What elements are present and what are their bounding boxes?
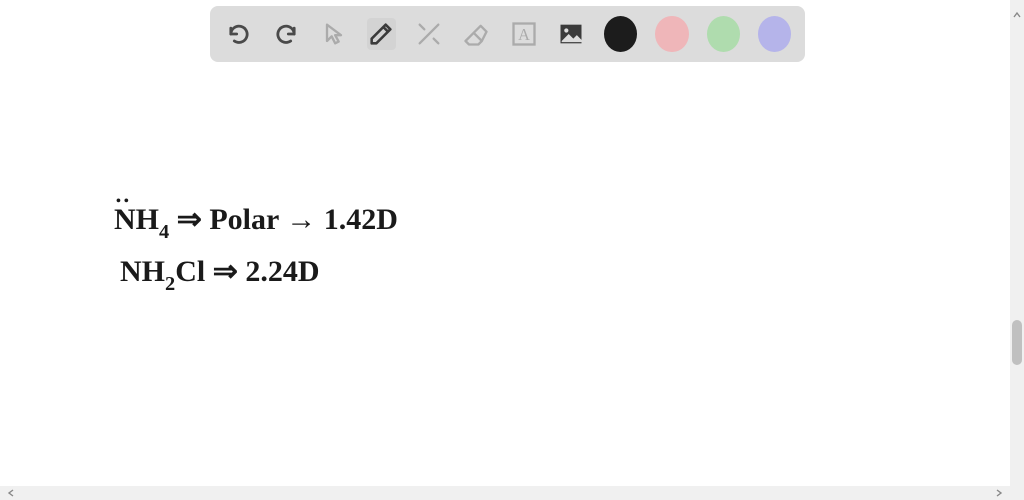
drawing-toolbar: A bbox=[210, 6, 805, 62]
undo-button[interactable] bbox=[224, 18, 254, 50]
scroll-right-arrow-icon[interactable] bbox=[988, 486, 1010, 500]
image-icon bbox=[557, 20, 585, 48]
pointer-button[interactable] bbox=[319, 18, 349, 50]
tools-button[interactable] bbox=[414, 18, 444, 50]
color-swatch-black[interactable] bbox=[604, 16, 637, 52]
pointer-icon bbox=[320, 20, 348, 48]
vertical-scroll-thumb[interactable] bbox=[1012, 320, 1022, 365]
text-box-icon: A bbox=[510, 20, 538, 48]
undo-icon bbox=[225, 20, 253, 48]
scroll-corner bbox=[1010, 486, 1024, 500]
redo-button[interactable] bbox=[272, 18, 302, 50]
eraser-button[interactable] bbox=[462, 18, 492, 50]
horizontal-scrollbar[interactable] bbox=[0, 486, 1010, 500]
drawing-canvas[interactable]: •• NH4 ⇒ Polar → 1.42D NH2Cl ⇒ 2.24D bbox=[0, 62, 1010, 486]
scroll-left-arrow-icon[interactable] bbox=[0, 486, 22, 500]
color-swatch-purple[interactable] bbox=[758, 16, 791, 52]
vertical-scrollbar[interactable] bbox=[1010, 0, 1024, 500]
redo-icon bbox=[272, 20, 300, 48]
pencil-icon bbox=[367, 20, 395, 48]
eraser-icon bbox=[462, 20, 490, 48]
color-swatch-pink[interactable] bbox=[655, 16, 688, 52]
svg-text:A: A bbox=[518, 25, 530, 44]
color-swatch-green[interactable] bbox=[707, 16, 740, 52]
scroll-up-arrow-icon[interactable] bbox=[1011, 0, 1023, 30]
image-button[interactable] bbox=[557, 18, 587, 50]
handwriting-line-2: NH2Cl ⇒ 2.24D bbox=[120, 254, 320, 294]
handwriting-line-1: NH4 ⇒ Polar → 1.42D bbox=[114, 202, 398, 242]
pencil-button[interactable] bbox=[367, 18, 397, 50]
text-box-button[interactable]: A bbox=[509, 18, 539, 50]
tools-icon bbox=[415, 20, 443, 48]
